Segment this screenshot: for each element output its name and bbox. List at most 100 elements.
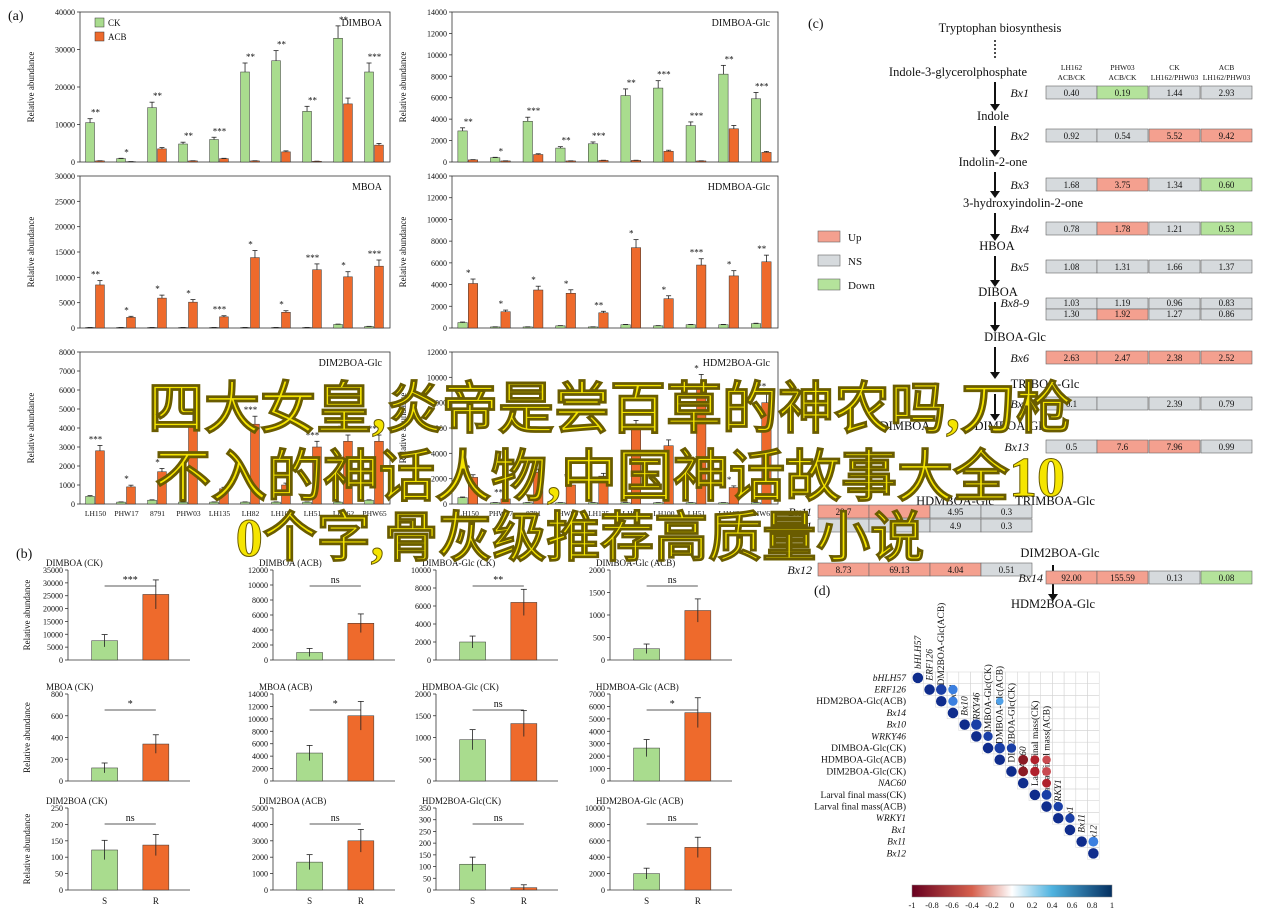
bar-acb [312, 269, 322, 329]
metabolite-label: Indolin-2-one [959, 155, 1028, 169]
matrix-cell [1075, 671, 1088, 684]
matrix-cell [1063, 741, 1077, 755]
y-tick-label: 15000 [55, 248, 75, 257]
diagonal-dot [924, 684, 935, 695]
fold-change-cell [1148, 221, 1201, 236]
significance-mark: * [248, 240, 253, 250]
y-tick-label: 0 [427, 777, 431, 786]
y-tick-label: 0 [443, 500, 447, 509]
bar-acb [468, 159, 478, 163]
matrix-cell [1052, 741, 1065, 755]
legend-swatch-down [817, 278, 841, 291]
row-label: bHLH57 [873, 674, 908, 684]
row-label: Bx12 [886, 849, 906, 859]
fold-change-value: 1.68 [1064, 180, 1080, 190]
fold-change-value: 1.78 [1115, 224, 1131, 234]
bar-acb [157, 148, 167, 163]
bar-acb [565, 293, 576, 329]
chart-a-5: DIM2BOA-Glc 0 1000 2000 3000 4000 5000 6000 7000… [26, 348, 391, 518]
column-label: Bx12 [1089, 825, 1099, 845]
matrix-cell [1063, 671, 1077, 684]
y-tick-label: 400 [51, 734, 63, 743]
y-tick-label: 100 [51, 853, 63, 862]
y-tick-label: 20000 [43, 605, 63, 614]
significance-mark: * [564, 279, 569, 289]
significance-mark: *** [89, 434, 103, 444]
bar-ck [271, 60, 281, 163]
y-tick-label: 6000 [59, 386, 75, 395]
x-tick-label: LH100 [271, 509, 292, 518]
significance-mark: *** [368, 424, 382, 434]
y-tick-label: 0 [601, 886, 605, 895]
x-tick-label: PHW17 [114, 509, 138, 518]
fold-change-value: 7.6 [1117, 442, 1129, 452]
y-tick-label: 0 [264, 656, 268, 665]
y-tick-label: 10000 [427, 51, 447, 60]
matrix-cell [1052, 765, 1065, 778]
bar-acb [374, 144, 384, 163]
x-tick-label: LH162 [718, 509, 739, 518]
y-tick-label: 0 [264, 777, 268, 786]
arrowhead [990, 414, 1000, 421]
column-header: ACB [1219, 63, 1234, 72]
correlation-dot [996, 697, 1004, 705]
fold-change-cell [1148, 85, 1201, 100]
matrix-cell [1052, 695, 1065, 708]
metabolite-label: HDM2BOA-Glc [1011, 597, 1095, 611]
y-tick-label: 12000 [248, 566, 268, 575]
y-tick-label: 300 [419, 816, 431, 825]
y-tick-label: 14000 [427, 8, 447, 17]
correlation-dot [1018, 766, 1029, 777]
bar-acb [126, 486, 136, 505]
matrix-cell [1040, 695, 1053, 708]
fold-change-value: 0.3 [1001, 507, 1013, 517]
correlation-dot [1030, 755, 1040, 765]
significance-label: ** [493, 575, 503, 586]
fold-change-value: 2.93 [1219, 88, 1235, 98]
fold-change-value: 0.79 [1219, 399, 1235, 409]
bar-ck [588, 143, 598, 163]
fold-change-value: 0.60 [1219, 180, 1235, 190]
metabolite-label: DIBOA [978, 285, 1018, 299]
y-tick-label: 8000 [59, 348, 75, 357]
bar-ck [85, 122, 95, 163]
fold-change-value: 0.54 [1115, 131, 1131, 141]
y-tick-label: 4000 [431, 449, 447, 458]
metabolite-label: TRIBOA-Glc [1011, 377, 1080, 391]
matrix-cell [1017, 730, 1030, 743]
fold-change-cell [980, 518, 1033, 533]
fold-change-value: 1.66 [1167, 262, 1183, 272]
fold-change-cell [1200, 570, 1253, 585]
chart-b-9: DIM2BOA (CK) 0 50 100 150 200 250 Relative abun… [22, 796, 190, 906]
y-tick-label: 250 [51, 804, 63, 813]
matrix-cell [1075, 765, 1088, 778]
plot-frame [451, 11, 779, 163]
y-tick-label: 3000 [59, 443, 75, 452]
significance-mark: *** [244, 405, 258, 415]
matrix-cell [1075, 706, 1088, 720]
y-tick-label: 350 [419, 804, 431, 813]
significance-mark: * [629, 229, 634, 239]
gene-label: Bx14 [1018, 571, 1043, 585]
y-tick-label: 8000 [431, 237, 447, 246]
chart-b-10: DIM2BOA (ACB) 0 1000 2000 3000 4000 5000 S Rns [252, 796, 395, 906]
y-tick-label: 25000 [55, 197, 75, 206]
y-tick-label: 2000 [589, 752, 605, 761]
matrix-cell [1017, 718, 1030, 731]
bar-ck [147, 107, 157, 163]
bar-acb [761, 152, 772, 163]
bar-ck [209, 139, 219, 163]
significance-mark: *** [625, 409, 639, 419]
y-tick-label: 2000 [589, 870, 605, 879]
y-tick-label: 0 [427, 886, 431, 895]
significance-label: * [670, 699, 675, 710]
matrix-cell [1017, 683, 1030, 696]
x-tick-label: R [153, 896, 159, 906]
bar-acb [696, 264, 707, 329]
significance-mark: * [466, 268, 471, 278]
chart-title: HDM2BOA-Glc (ACB) [596, 796, 683, 806]
y-tick-label: 12000 [427, 29, 447, 38]
significance-mark: ** [153, 91, 163, 101]
chart-b-11: HDM2BOA-Glc(CK) 0 50 100 150 200 250 300 350 S Rns [419, 796, 558, 906]
significance-label: ns [494, 813, 503, 824]
